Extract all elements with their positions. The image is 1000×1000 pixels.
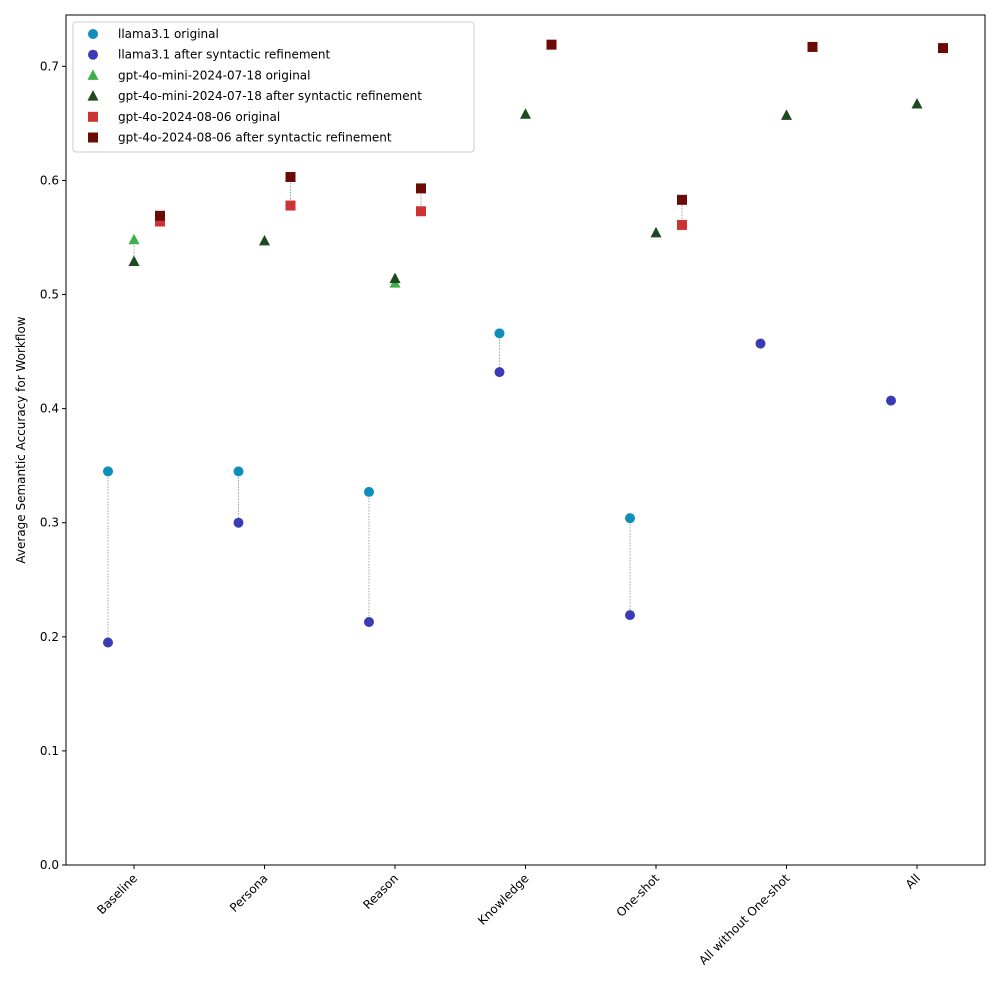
y-tick-label: 0.7 (40, 59, 59, 73)
data-point (677, 219, 687, 230)
data-point (364, 616, 374, 627)
data-point (755, 338, 766, 349)
data-point (677, 194, 687, 205)
data-point (285, 200, 296, 211)
x-axis-ticks: Baseline Persona Reason Knowledge One-shot Al… (94, 865, 923, 968)
legend: llama3.1 original llama3.1 after syntacti… (72, 21, 475, 153)
data-point (494, 367, 505, 378)
y-axis-ticks: 0.0 0.1 0.2 0.3 0.4 0.5 0.6 0.7 (40, 59, 66, 872)
y-tick-label: 0.0 (40, 858, 59, 872)
data-point (650, 226, 662, 238)
data-point (364, 486, 374, 497)
data-point (285, 172, 296, 183)
data-point (494, 328, 505, 339)
data-point (155, 210, 165, 221)
legend-marker (87, 69, 99, 80)
y-tick-label: 0.3 (40, 516, 59, 530)
plot-area (66, 15, 985, 865)
data-point (781, 109, 792, 120)
data-point (911, 97, 923, 109)
legend-box (72, 21, 475, 153)
y-axis-title: Average Semantic Accuracy for Workflow (14, 316, 28, 563)
data-point (807, 41, 818, 52)
legend-label: gpt-4o-2024-08-06 original (118, 110, 280, 124)
x-tick-label: Reason (360, 871, 401, 912)
x-tick-label: Knowledge (475, 871, 532, 928)
x-tick-label: All without One-shot (696, 871, 793, 968)
data-point (155, 216, 165, 227)
y-tick-label: 0.4 (40, 402, 59, 416)
legend-label: gpt-4o-2024-08-06 after syntactic refine… (118, 131, 392, 145)
data-point (128, 233, 140, 245)
data-point (259, 234, 270, 246)
y-tick-label: 0.6 (40, 173, 59, 187)
data-point (128, 255, 140, 266)
legend-label: llama3.1 after syntactic refinement (118, 48, 331, 62)
legend-marker (88, 132, 98, 143)
legend-marker (88, 29, 98, 39)
y-tick-label: 0.5 (40, 288, 59, 302)
x-tick-label: Persona (227, 871, 271, 915)
data-point (938, 43, 948, 54)
data-points (103, 39, 948, 648)
data-point (103, 466, 113, 477)
y-tick-label: 0.1 (40, 744, 59, 758)
data-point (103, 637, 113, 648)
x-tick-label: One-shot (614, 871, 663, 920)
legend-marker (88, 111, 98, 122)
data-point (389, 272, 401, 284)
data-point (625, 610, 635, 621)
x-tick-label: Baseline (94, 871, 140, 917)
data-point (416, 183, 426, 194)
data-point (625, 513, 635, 524)
legend-label: gpt-4o-mini-2024-07-18 original (118, 68, 311, 82)
y-tick-label: 0.2 (40, 630, 59, 644)
legend-label: llama3.1 original (118, 27, 219, 41)
legend-marker (87, 90, 99, 101)
data-point (520, 108, 531, 119)
data-point (886, 395, 896, 406)
data-point (546, 39, 557, 50)
x-tick-label: All (903, 871, 923, 891)
data-point (233, 466, 244, 477)
data-point (416, 206, 426, 217)
legend-label: gpt-4o-mini-2024-07-18 after syntactic r… (118, 89, 422, 103)
data-point (233, 517, 244, 528)
legend-marker (88, 49, 98, 60)
